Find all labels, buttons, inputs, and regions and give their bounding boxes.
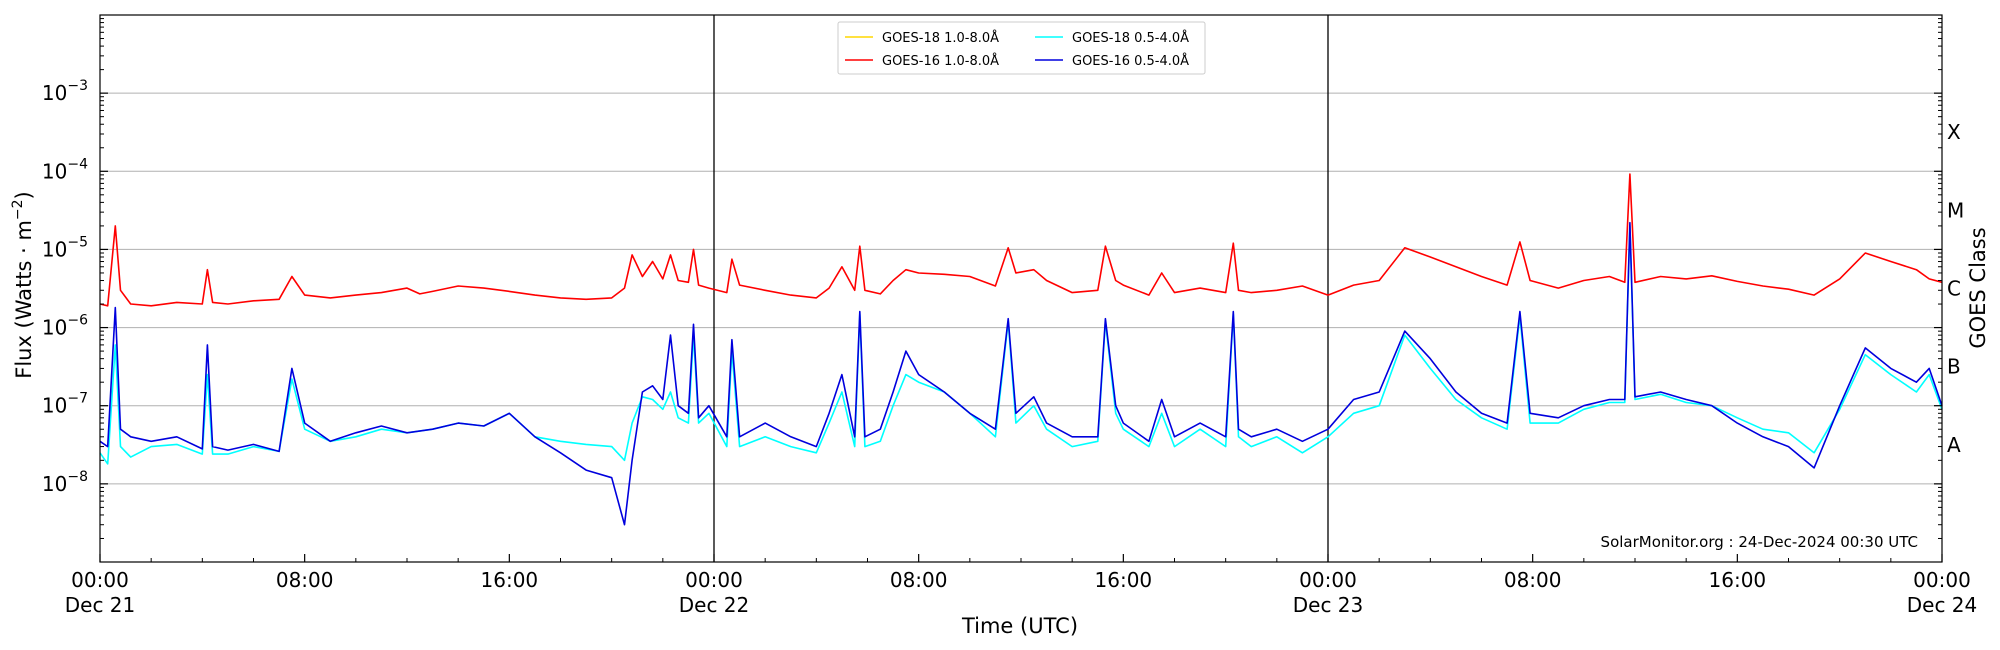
x-tick-time: 00:00	[1299, 568, 1357, 592]
day-boundary-lines	[713, 15, 1329, 562]
x-tick-time: 08:00	[1504, 568, 1562, 592]
credit-text: SolarMonitor.org : 24-Dec-2024 00:30 UTC	[1601, 533, 1918, 551]
x-tick-date: Dec 24	[1907, 593, 1978, 617]
y-tick-label: 10−3	[42, 78, 88, 105]
legend-box	[837, 21, 1206, 75]
y-tick-base: 10	[42, 316, 67, 340]
goes-class-label: A	[1947, 433, 1961, 457]
plot-frame	[99, 14, 1943, 563]
goes-class-axis-label: GOES Class	[1966, 227, 1990, 348]
legend-entry: GOES-18 0.5-4.0Å	[1072, 30, 1189, 46]
series-line-1	[99, 173, 1943, 307]
y-tick-label: 10−5	[42, 234, 88, 261]
goes-class-label: C	[1947, 277, 1961, 301]
y-tick-label: 10−4	[42, 156, 88, 183]
x-tick-time: 16:00	[1709, 568, 1767, 592]
y-tick-label: 10−6	[42, 313, 88, 340]
legend-entry: GOES-18 1.0-8.0Å	[882, 30, 999, 46]
x-tick-time: 08:00	[890, 568, 948, 592]
x-tick-time: 16:00	[481, 568, 539, 592]
grid-lines	[100, 92, 1942, 485]
y-tick-label: 10−7	[42, 391, 88, 418]
y-tick-exponent: −5	[67, 234, 88, 250]
x-tick-time: 00:00	[1913, 568, 1971, 592]
y-tick-base: 10	[42, 394, 67, 418]
y-tick-labels: 10−810−710−610−510−410−3	[42, 78, 88, 496]
goes-class-label: B	[1947, 355, 1961, 379]
y-tick-base: 10	[42, 237, 67, 261]
series-layer	[99, 173, 1943, 526]
x-tick-time: 00:00	[71, 568, 129, 592]
y-axis-label-exponent: −2	[10, 199, 26, 220]
y-tick-base: 10	[42, 159, 67, 183]
goes-class-labels: A B C M X	[1947, 120, 1964, 457]
goes-class-label: X	[1947, 120, 1961, 144]
series-line-3	[99, 221, 1943, 526]
legend-entry: GOES-16 1.0-8.0Å	[882, 53, 999, 69]
x-axis-label: Time (UTC)	[961, 614, 1078, 638]
x-tick-time: 08:00	[276, 568, 334, 592]
y-tick-base: 10	[42, 81, 67, 105]
y-tick-exponent: −6	[67, 313, 88, 329]
y-axis-label-close: )	[12, 191, 36, 199]
y-axis-label: Flux (Watts · m−2)	[10, 191, 36, 379]
y-tick-label: 10−8	[42, 469, 88, 496]
x-tick-time: 16:00	[1095, 568, 1153, 592]
x-tick-date: Dec 21	[65, 593, 136, 617]
legend: GOES-18 1.0-8.0Å GOES-16 1.0-8.0Å GOES-18 …	[837, 21, 1206, 75]
series-line-2	[99, 225, 1943, 465]
x-tick-date: Dec 23	[1293, 593, 1364, 617]
y-tick-exponent: −8	[67, 469, 88, 485]
y-tick-exponent: −4	[67, 156, 88, 172]
y-tick-exponent: −3	[67, 78, 88, 94]
x-tick-date: Dec 22	[679, 593, 750, 617]
legend-entry: GOES-16 0.5-4.0Å	[1072, 53, 1189, 69]
x-tick-time: 00:00	[685, 568, 743, 592]
y-tick-exponent: −7	[67, 391, 88, 407]
goes-class-label: M	[1947, 198, 1964, 222]
y-tick-base: 10	[42, 472, 67, 496]
y-axis-label-main: Flux (Watts · m	[12, 220, 36, 379]
axis-ticks	[99, 18, 1943, 562]
